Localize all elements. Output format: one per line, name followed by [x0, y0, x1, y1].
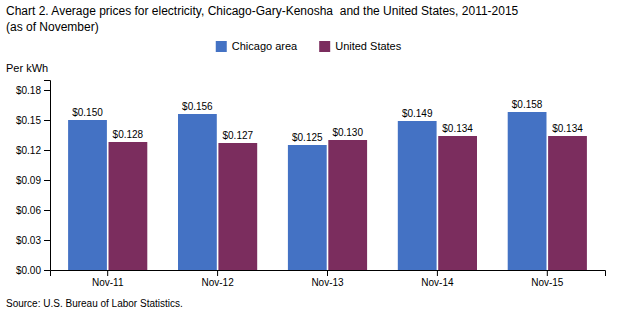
y-tick-label: $0.03: [16, 235, 41, 246]
data-label: $0.156: [182, 101, 213, 112]
y-tick: $0.12: [16, 145, 50, 156]
x-tick-mark: [327, 270, 328, 276]
bar-series: [68, 112, 546, 270]
y-tick-mark: [44, 180, 50, 181]
y-tick-label: $0.18: [16, 85, 41, 96]
title: Chart 2. Average prices for electricity,…: [6, 4, 519, 18]
x-axis: Nov-11 Nov-12 Nov-13 Nov-14 Nov-15: [51, 270, 606, 288]
y-tick: $0.18: [16, 85, 50, 96]
y-tick-mark: [44, 90, 50, 91]
y-tick: $0.03: [16, 235, 50, 246]
bar-series: [109, 136, 587, 270]
source: Source: U.S. Bureau of Labor Statistics.: [6, 298, 183, 309]
data-label: $0.127: [223, 130, 254, 141]
bar: [548, 136, 587, 270]
y-tick-label: $0.09: [16, 175, 41, 186]
x-tick: Nov-12: [201, 270, 234, 288]
bar: [438, 136, 477, 270]
data-labels: $0.150 $0.156 $0.125 $0.149 $0.158 $0.128 $0.1…: [72, 99, 583, 143]
chart: Chart 2. Average prices for electricity,…: [0, 0, 617, 312]
bar: [508, 112, 547, 270]
y-tick-mark: [44, 210, 50, 211]
data-label: $0.125: [292, 132, 323, 143]
y-tick-mark: [44, 150, 50, 151]
bar: [68, 120, 107, 270]
x-axis-line: [51, 271, 606, 277]
x-tick-mark: [547, 270, 548, 276]
y-axis-label: Per kWh: [6, 62, 48, 74]
subtitle: (as of November): [6, 20, 99, 34]
bar: [328, 140, 367, 270]
bars: [68, 112, 587, 270]
y-tick-label: $0.00: [16, 265, 41, 276]
y-axis-line: [44, 81, 51, 271]
bar: [398, 121, 437, 270]
y-tick: $0.09: [16, 175, 50, 186]
y-tick: $0.15: [16, 115, 50, 126]
x-tick-label: Nov-13: [311, 277, 344, 288]
x-tick-label: Nov-14: [421, 277, 454, 288]
bar: [288, 145, 327, 270]
x-tick-mark: [437, 270, 438, 276]
x-tick-mark: [107, 270, 108, 276]
x-tick: Nov-13: [311, 270, 344, 288]
bar: [218, 143, 257, 270]
x-tick-label: Nov-12: [201, 277, 234, 288]
y-tick-label: $0.12: [16, 145, 41, 156]
legend-item: Chicago area: [216, 40, 298, 52]
y-tick-mark: [44, 270, 50, 271]
legend-swatch: [216, 41, 227, 52]
y-tick-mark: [44, 240, 50, 241]
x-tick-mark: [217, 270, 218, 276]
legend-label: United States: [335, 40, 402, 52]
y-axis: $0.00 $0.03 $0.06 $0.09 $0.12 $0.15 $0.18: [16, 81, 51, 276]
x-tick: Nov-15: [531, 270, 564, 288]
data-label: $0.150: [72, 107, 103, 118]
data-label: $0.149: [402, 108, 433, 119]
data-label: $0.158: [512, 99, 543, 110]
data-label: $0.134: [552, 123, 583, 134]
bar: [178, 114, 217, 270]
legend: Chicago area United States: [216, 40, 402, 52]
legend-item: United States: [319, 40, 402, 52]
legend-swatch: [319, 41, 330, 52]
bar: [109, 142, 148, 270]
data-label: $0.130: [332, 127, 363, 138]
legend-label: Chicago area: [232, 40, 298, 52]
data-label: $0.134: [442, 123, 473, 134]
x-tick: Nov-11: [92, 270, 124, 288]
x-tick: Nov-14: [421, 270, 454, 288]
y-tick: $0.06: [16, 205, 50, 216]
y-tick-mark: [44, 120, 50, 121]
y-tick-label: $0.06: [16, 205, 41, 216]
data-label: $0.128: [113, 129, 144, 140]
x-tick-label: Nov-11: [92, 277, 124, 288]
y-tick-label: $0.15: [16, 115, 41, 126]
x-tick-label: Nov-15: [531, 277, 564, 288]
y-tick: $0.00: [16, 265, 50, 276]
